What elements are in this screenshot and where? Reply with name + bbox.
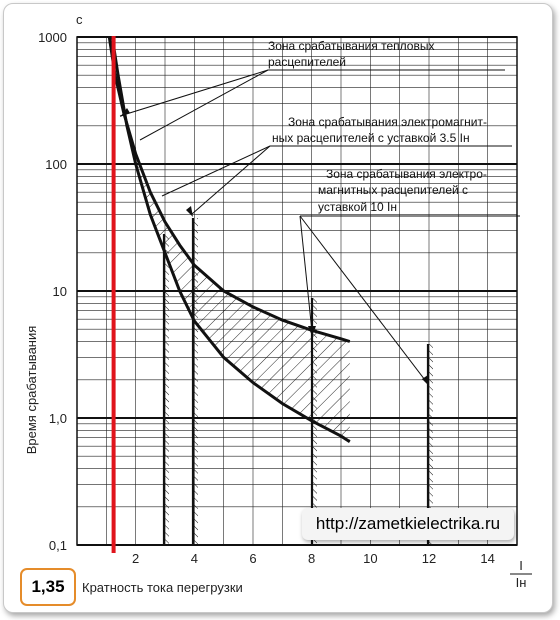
annotation-em10-leader-1 xyxy=(299,215,313,333)
annotation-thermal-line1: Зона срабатывания тепловых xyxy=(268,39,434,53)
watermark-url: http://zametkielectrika.ru xyxy=(302,508,514,540)
x-tick-label: 6 xyxy=(249,551,256,566)
x-tick-label: 4 xyxy=(191,551,198,566)
annotation-em35-leader-2 xyxy=(191,145,271,215)
annotation-em10-leader-2 xyxy=(299,215,429,385)
trip-line-4-hatch xyxy=(193,218,198,545)
x-axis-label: Кратность тока перегрузки xyxy=(82,580,243,595)
y-tick-label: 100 xyxy=(45,157,67,172)
annotation-thermal-leader-1 xyxy=(119,69,269,117)
y-unit-label: c xyxy=(76,12,83,27)
x-tick-label: 10 xyxy=(363,551,377,566)
marker-value-badge: 1,35 xyxy=(20,568,76,606)
major-grid xyxy=(76,36,518,546)
lower-curve xyxy=(110,36,351,444)
x-unit-denominator: Iн xyxy=(516,575,527,590)
x-tick-label: 2 xyxy=(132,551,139,566)
arrowhead-em35-2 xyxy=(186,206,193,217)
arrowhead-em10-2 xyxy=(422,375,429,386)
annotation-em10-line2: магнитных расцепителей с xyxy=(318,183,468,197)
x-unit-numerator: I xyxy=(519,558,523,573)
annotation-em35-leader-1 xyxy=(161,145,271,197)
arrowhead-thermal-1 xyxy=(120,108,130,117)
annotation-em35-line2: ных расцепителей с уставкой 3.5 Iн xyxy=(272,131,470,145)
annotation-thermal-leader-2 xyxy=(139,69,269,141)
y-tick-label: 0,1 xyxy=(49,538,67,553)
annotation-em35-line1: Зона срабатывания электромагнит- xyxy=(288,115,487,129)
x-tick-label: 14 xyxy=(480,551,494,566)
x-tick-label: 8 xyxy=(308,551,315,566)
thermal-zone-hatch xyxy=(109,37,350,442)
x-tick-label: 12 xyxy=(422,551,436,566)
trip-line-12-hatch xyxy=(428,344,433,545)
arrowhead-em10-1 xyxy=(308,326,316,336)
y-axis-label: Время срабатывания xyxy=(24,326,39,455)
y-tick-label: 10 xyxy=(53,284,67,299)
annotation-em10-line1: Зона срабатывания электро- xyxy=(326,167,487,181)
x-tick-labels: 2 4 6 8 10 12 14 xyxy=(132,551,495,566)
annotation-em10-line3: уставкой 10 Iн xyxy=(318,200,397,214)
annotation-thermal-line2: расцепителей xyxy=(268,55,346,69)
y-tick-label: 1,0 xyxy=(49,411,67,426)
y-tick-labels: 0,1 1,0 10 100 1000 xyxy=(38,30,67,553)
y-tick-label: 1000 xyxy=(38,30,67,45)
trip-line-3-hatch xyxy=(164,234,169,545)
plot-border xyxy=(76,36,518,546)
